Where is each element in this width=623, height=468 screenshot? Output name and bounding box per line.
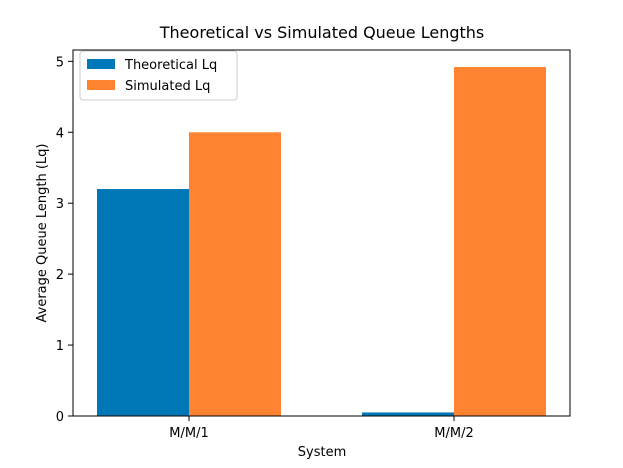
y-tick-label: 2 (56, 268, 64, 283)
y-tick-label: 4 (56, 126, 64, 141)
x-tick-label: M/M/1 (169, 426, 208, 441)
y-tick-label: 5 (56, 55, 64, 70)
y-tick-label: 0 (56, 410, 64, 425)
y-axis-ticks: 0 1 2 3 4 5 (56, 55, 73, 425)
bar-simulated-2 (454, 67, 546, 416)
legend: Theoretical Lq Simulated Lq (79, 50, 238, 101)
x-axis-label: System (298, 445, 346, 460)
x-axis-ticks: M/M/1 M/M/2 (169, 416, 474, 441)
y-tick-label: 1 (56, 339, 64, 354)
legend-label-simulated: Simulated Lq (125, 79, 210, 94)
legend-swatch-theoretical (87, 59, 115, 69)
legend-swatch-simulated (87, 80, 115, 90)
y-tick-label: 3 (56, 197, 64, 212)
bar-simulated-1 (189, 132, 281, 417)
bar-theoretical-1 (97, 189, 189, 416)
bar-theoretical-2 (362, 412, 454, 416)
y-axis-label: Average Queue Length (Lq) (35, 144, 50, 323)
x-tick-label: M/M/2 (434, 426, 473, 441)
legend-box (79, 50, 238, 101)
bars-layer (97, 67, 546, 417)
legend-label-theoretical: Theoretical Lq (124, 58, 217, 73)
plot-frame (72, 49, 571, 417)
chart-title: Theoretical vs Simulated Queue Lengths (159, 23, 484, 42)
